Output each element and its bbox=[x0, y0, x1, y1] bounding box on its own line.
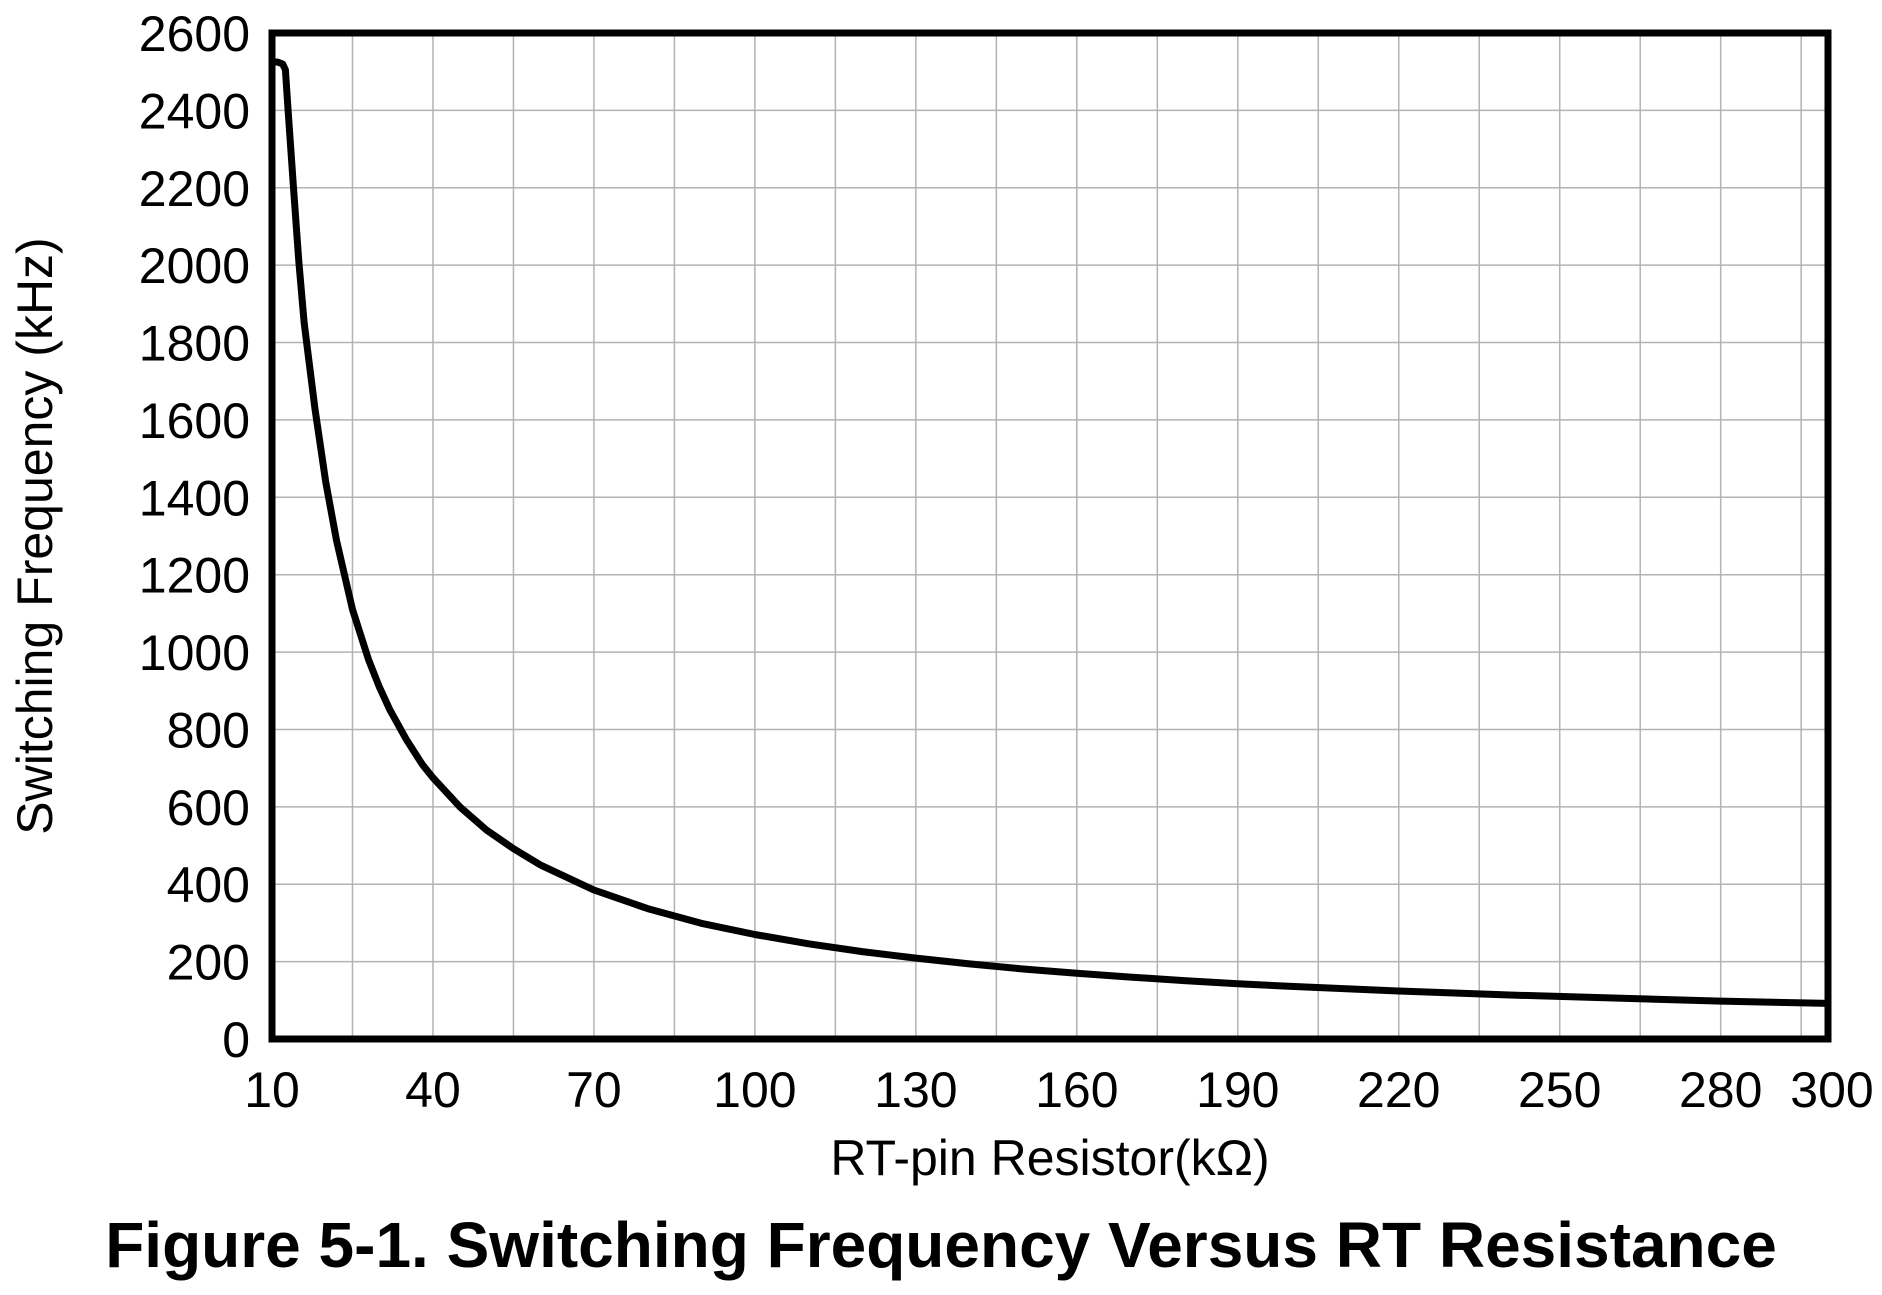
series-group bbox=[268, 58, 1832, 1007]
y-tick-label: 800 bbox=[167, 702, 250, 758]
y-tick-labels: 0 200 400 600 800 1000 1200 1400 1600 1800 2000 220… bbox=[139, 6, 250, 1068]
x-tick-label: 160 bbox=[1035, 1062, 1118, 1118]
x-tick-label: 40 bbox=[405, 1062, 461, 1118]
y-tick-label: 1600 bbox=[139, 393, 250, 449]
line-chart: 0 200 400 600 800 1000 1200 1400 1600 1800 2000 220… bbox=[7, 6, 1874, 1186]
x-tick-label: 10 bbox=[244, 1062, 300, 1118]
x-tick-label: 70 bbox=[566, 1062, 622, 1118]
chart-area: 0 200 400 600 800 1000 1200 1400 1600 1800 2000 220… bbox=[7, 6, 1874, 1186]
y-tick-label: 2200 bbox=[139, 161, 250, 217]
x-tick-label: 130 bbox=[874, 1062, 957, 1118]
x-tick-label: 220 bbox=[1357, 1062, 1440, 1118]
grid-lines bbox=[271, 32, 1829, 1040]
y-tick-label: 1200 bbox=[139, 548, 250, 604]
y-tick-label: 200 bbox=[167, 935, 250, 991]
y-tick-label: 2600 bbox=[139, 6, 250, 62]
x-tick-label: 280 bbox=[1679, 1062, 1762, 1118]
plot-frame bbox=[268, 29, 1832, 1043]
figure-caption: Figure 5-1. Switching Frequency Versus R… bbox=[105, 1209, 1777, 1281]
x-tick-label: 300 bbox=[1790, 1062, 1873, 1118]
y-axis-title: Switching Frequency (kHz) bbox=[7, 237, 63, 834]
y-tick-label: 2400 bbox=[139, 83, 250, 139]
x-tick-label: 100 bbox=[713, 1062, 796, 1118]
y-tick-label: 2000 bbox=[139, 238, 250, 294]
y-tick-label: 400 bbox=[167, 857, 250, 913]
x-tick-label: 190 bbox=[1196, 1062, 1279, 1118]
y-tick-label: 1000 bbox=[139, 625, 250, 681]
y-tick-label: 1800 bbox=[139, 316, 250, 372]
x-tick-label: 250 bbox=[1518, 1062, 1601, 1118]
x-axis-title: RT-pin Resistor(kΩ) bbox=[830, 1130, 1269, 1186]
y-tick-label: 600 bbox=[167, 780, 250, 836]
y-tick-label: 1400 bbox=[139, 470, 250, 526]
series-line bbox=[268, 58, 1832, 1007]
y-tick-label: 0 bbox=[222, 1012, 250, 1068]
x-tick-labels: 10 40 70 100 130 160 190 220 250 280 300 bbox=[244, 1062, 1874, 1118]
